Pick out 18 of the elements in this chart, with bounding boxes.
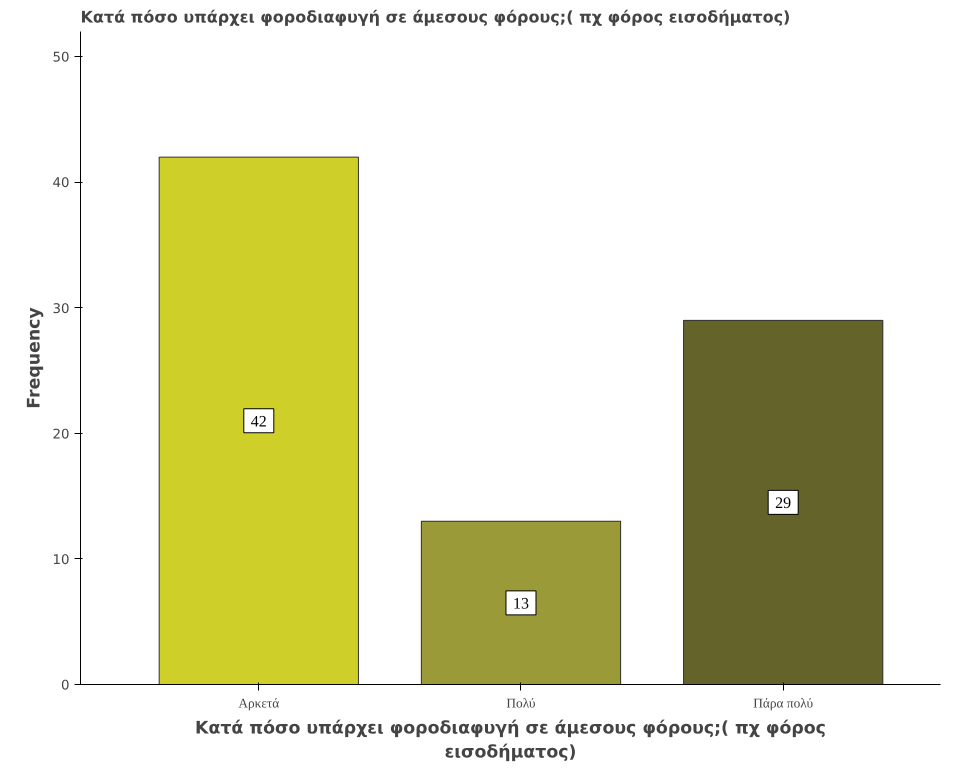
x-tick-label: Πολύ	[506, 696, 536, 710]
data-label: 42	[250, 413, 267, 430]
y-tick-label: 40	[52, 176, 70, 192]
y-tick-label: 30	[52, 302, 70, 317]
bar	[420, 520, 622, 684]
data-label: 29	[775, 494, 792, 512]
x-axis-title: Κατά πόσο υπάρχει φοροδιαφυγή σε άμεσους φόρους;( πχ φόρος εισοδήματος)	[195, 718, 826, 762]
y-tick-label: 0	[61, 678, 70, 694]
chart-title: Κατά πόσο υπάρχει φοροδιαφυγή σε άμεσους φόρους;( πχ φόρος εισοδήματος)	[80, 8, 790, 26]
bar	[158, 156, 359, 684]
y-tick-label: 10	[52, 552, 70, 568]
y-axis-title: Frequency	[24, 307, 45, 409]
x-tick-label: Αρκετά	[238, 696, 280, 710]
x-tick-label: Πάρα πολύ	[753, 696, 814, 710]
y-tick-label: 20	[52, 427, 70, 442]
y-tick-label: 50	[52, 50, 70, 66]
bar	[683, 320, 884, 684]
data-label: 13	[512, 595, 529, 612]
